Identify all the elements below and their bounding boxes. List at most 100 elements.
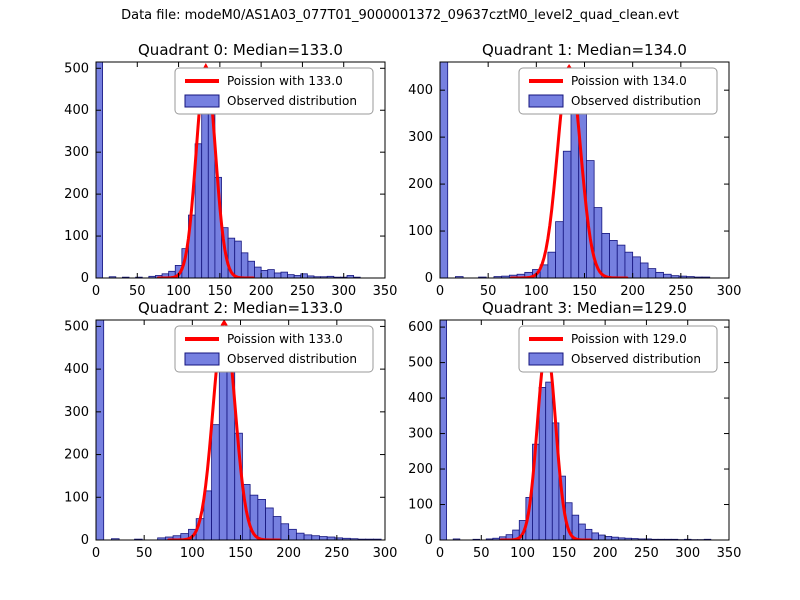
y-tick-label: 500 <box>64 319 89 334</box>
y-tick-label: 200 <box>408 177 433 192</box>
legend-box <box>174 67 374 115</box>
histogram-bar <box>538 387 547 540</box>
legend-box <box>518 325 718 373</box>
x-tick-label: 0 <box>436 546 444 561</box>
histogram-bar <box>545 381 553 540</box>
histogram-bar <box>254 266 262 278</box>
subplot-title: Quadrant 0: Median=133.0 <box>138 41 343 59</box>
histogram-bar <box>240 252 249 278</box>
y-tick-label: 100 <box>64 229 89 244</box>
legend: Poission with 133.0 Observed distribution <box>174 325 374 373</box>
x-tick-label: 350 <box>373 284 398 299</box>
histogram-bar <box>311 535 320 540</box>
legend-patch-sample <box>184 94 220 108</box>
histogram-bar <box>562 150 572 278</box>
subplot-quadrant-2: 0 50 100 150 200 250 300 0 100 200 300 400 500 Quadra… <box>64 299 397 561</box>
histogram-bar <box>257 499 266 540</box>
x-tick-label: 200 <box>276 546 301 561</box>
histogram-bar <box>234 240 242 278</box>
x-tick-label: 50 <box>473 546 490 561</box>
histogram-bar <box>288 528 297 540</box>
y-tick-label: 300 <box>64 145 89 160</box>
y-tick-label: 0 <box>425 533 433 548</box>
legend-label-curve: Poission with 134.0 <box>571 74 687 88</box>
x-tick-label: 150 <box>551 546 576 561</box>
legend-patch-sample <box>184 352 220 366</box>
histogram-bar <box>616 244 626 278</box>
legend: Poission with 129.0 Observed distribution <box>518 325 718 373</box>
histogram-bar <box>440 320 448 540</box>
y-tick-label: 0 <box>81 271 89 286</box>
histogram-bar <box>265 507 274 540</box>
histogram-bar <box>303 534 313 540</box>
y-tick-label: 500 <box>64 61 89 76</box>
histogram-bar <box>96 320 105 540</box>
histogram-bar <box>211 424 220 540</box>
histogram-bar <box>295 532 305 540</box>
y-tick-label: 100 <box>64 490 89 505</box>
histogram-bar <box>440 62 449 278</box>
y-tick-label: 600 <box>408 320 433 335</box>
histogram-bar <box>96 62 104 278</box>
x-tick-label: 100 <box>180 546 205 561</box>
histogram-bar <box>584 528 593 540</box>
histogram-bar <box>609 240 618 278</box>
x-tick-label: 150 <box>228 546 253 561</box>
legend-box <box>174 325 374 373</box>
histogram-bar <box>598 534 606 540</box>
y-tick-label: 0 <box>81 533 89 548</box>
subplot-quadrant-0: 0 50 100 150 200 250 300 350 0 100 200 300 400 500 Qua… <box>64 41 397 299</box>
histogram-bar <box>601 232 610 278</box>
histogram-bar <box>280 523 290 540</box>
x-tick-label: 300 <box>675 546 700 561</box>
y-tick-label: 400 <box>408 391 433 406</box>
x-tick-label: 200 <box>249 284 274 299</box>
histogram-bar <box>591 532 599 540</box>
histogram-bar <box>260 270 269 278</box>
x-tick-label: 200 <box>593 546 618 561</box>
histogram-bar <box>273 272 282 278</box>
histogram-bar <box>280 271 288 278</box>
histogram-bar <box>287 274 295 278</box>
x-tick-label: 300 <box>373 546 398 561</box>
subplot-title: Quadrant 2: Median=133.0 <box>138 299 343 317</box>
legend-label-observed: Observed distribution <box>571 352 701 366</box>
histogram-bar <box>547 251 556 278</box>
histogram-bar <box>632 256 641 278</box>
legend-patch-sample <box>528 94 564 108</box>
subplot-title: Quadrant 3: Median=129.0 <box>482 299 687 317</box>
y-tick-label: 400 <box>64 103 89 118</box>
legend-label-observed: Observed distribution <box>571 94 701 108</box>
x-tick-label: 0 <box>436 284 444 299</box>
x-tick-label: 150 <box>207 284 232 299</box>
x-tick-label: 250 <box>290 284 315 299</box>
x-tick-label: 100 <box>166 284 191 299</box>
y-tick-label: 500 <box>408 356 433 371</box>
y-tick-label: 100 <box>408 224 433 239</box>
histogram-bar <box>300 273 308 278</box>
x-tick-label: 0 <box>92 546 100 561</box>
poisson-curve <box>509 63 629 278</box>
histogram-bar <box>655 271 664 278</box>
x-tick-label: 350 <box>717 546 742 561</box>
histogram-bar <box>267 269 275 278</box>
legend-label-observed: Observed distribution <box>227 94 357 108</box>
x-tick-label: 250 <box>668 284 693 299</box>
histogram-bar <box>108 276 117 278</box>
subplot-quadrant-1: 0 50 100 150 200 250 300 0 100 200 300 400 Quadrant … <box>408 41 741 299</box>
legend-label-curve: Poission with 129.0 <box>571 332 687 346</box>
x-tick-label: 200 <box>620 284 645 299</box>
axes-frame <box>95 61 386 279</box>
histogram-bar <box>247 260 255 278</box>
y-tick-label: 200 <box>64 448 89 463</box>
x-tick-label: 100 <box>524 284 549 299</box>
y-tick-label: 400 <box>408 83 433 98</box>
x-tick-label: 50 <box>129 284 146 299</box>
histogram-bar <box>272 516 282 540</box>
poisson-curve <box>156 63 255 278</box>
legend-label-curve: Poission with 133.0 <box>227 332 343 346</box>
histogram-bar <box>639 262 649 278</box>
x-tick-label: 250 <box>634 546 659 561</box>
